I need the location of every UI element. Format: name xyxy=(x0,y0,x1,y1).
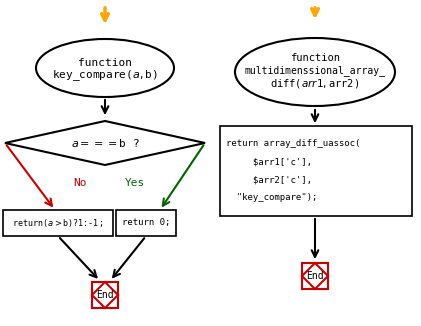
Text: End: End xyxy=(96,290,114,300)
Text: No: No xyxy=(73,178,87,188)
Text: return($a>$b)?1:-1;: return($a>$b)?1:-1; xyxy=(13,217,104,229)
Text: End: End xyxy=(306,271,324,281)
Text: function: function xyxy=(290,53,340,63)
Text: diff($arr1, $arr2): diff($arr1, $arr2) xyxy=(270,78,360,91)
Text: $arr2['c'],: $arr2['c'], xyxy=(226,175,312,185)
Text: function: function xyxy=(78,58,132,68)
Text: $a===$b ?: $a===$b ? xyxy=(71,137,139,149)
Text: multidimenssional_array_: multidimenssional_array_ xyxy=(245,66,386,77)
Text: Yes: Yes xyxy=(125,178,145,188)
Text: return 0;: return 0; xyxy=(122,218,170,228)
Text: $arr1['c'],: $arr1['c'], xyxy=(226,157,312,167)
Text: return array_diff_uassoc(: return array_diff_uassoc( xyxy=(226,140,360,149)
Text: "key_compare");: "key_compare"); xyxy=(226,194,317,202)
Text: key_compare($a,$b): key_compare($a,$b) xyxy=(52,68,158,83)
